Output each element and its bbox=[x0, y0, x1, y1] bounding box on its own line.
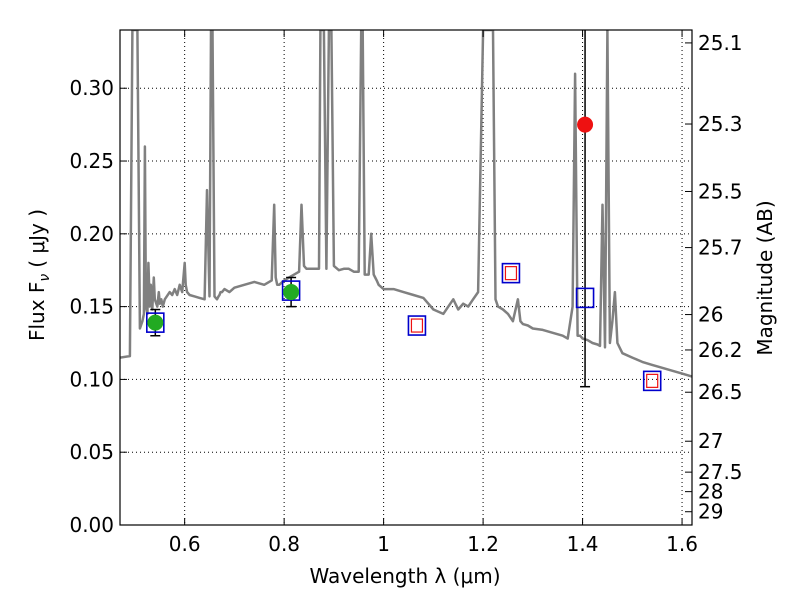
model-photometry-layer bbox=[146, 262, 662, 392]
x-tick-label: 1.2 bbox=[467, 532, 499, 556]
measured-point bbox=[147, 314, 164, 331]
model-photometry-box bbox=[642, 370, 662, 392]
y2-tick-label: 26.2 bbox=[698, 338, 743, 362]
y2-tick-label: 25.3 bbox=[698, 112, 743, 136]
y2-tick-label: 28 bbox=[698, 480, 723, 504]
axes-layer: 0.6 0.8 1 1.2 1.4 1.6 0.00 0.05 0.10 0.15 0.20 0.25… bbox=[69, 29, 743, 556]
y-tick-label: 0.00 bbox=[69, 513, 114, 537]
svg-text:Flux Fν( μJy ): Flux Fν ( μJy ) bbox=[25, 209, 53, 341]
y-tick-label: 0.25 bbox=[69, 149, 114, 173]
x-tick-label: 1 bbox=[377, 532, 390, 556]
grid-layer bbox=[120, 30, 692, 525]
spectrum-layer bbox=[120, 30, 692, 378]
y-axis-title-sub: ν bbox=[37, 274, 53, 282]
y2-tick-label: 25.1 bbox=[698, 31, 743, 55]
errorbar-layer bbox=[150, 30, 591, 388]
x-tick-label: 0.6 bbox=[169, 532, 201, 556]
y2-tick-label: 25.7 bbox=[698, 236, 743, 260]
x-axis-title: Wavelength λ (μm) bbox=[309, 564, 500, 588]
plot-frame bbox=[119, 29, 693, 526]
model-photometry-box bbox=[281, 280, 301, 301]
measured-point bbox=[577, 116, 594, 133]
model-photometry-box bbox=[575, 287, 595, 309]
y-tick-label: 0.30 bbox=[69, 76, 114, 100]
model-photometry-inner-box bbox=[410, 318, 424, 333]
y-tick-label: 0.20 bbox=[69, 222, 114, 246]
y-tick-label: 0.05 bbox=[69, 440, 114, 464]
y2-tick-label: 26.5 bbox=[698, 380, 743, 404]
spectrum-line bbox=[120, 30, 692, 378]
model-photometry-box bbox=[146, 312, 165, 333]
x-tick-label: 1.4 bbox=[567, 532, 599, 556]
y-axis-title-unit: ( μJy ) bbox=[25, 209, 49, 268]
model-photometry-box bbox=[501, 262, 521, 284]
y2-tick-label: 27 bbox=[698, 429, 723, 453]
model-photometry-inner-box bbox=[646, 373, 659, 388]
y-tick-label: 0.10 bbox=[69, 367, 114, 391]
y2-tick-label: 25.5 bbox=[698, 179, 743, 203]
y2-tick-label: 27.5 bbox=[698, 460, 743, 484]
y-tick-label: 0.15 bbox=[69, 295, 114, 319]
measured-point bbox=[283, 284, 300, 301]
measured-points-layer bbox=[147, 116, 594, 331]
y2-tick-label: 26 bbox=[698, 303, 723, 327]
model-photometry-inner-box bbox=[504, 266, 518, 281]
x-tick-label: 1.6 bbox=[666, 532, 698, 556]
model-photometry-box bbox=[407, 315, 427, 336]
y-axis-title-main: Flux F bbox=[25, 282, 49, 341]
y2-axis-title-text: Magnitude (AB) bbox=[753, 200, 777, 355]
y-axis-title: Flux Fν ( μJy ) bbox=[25, 209, 53, 341]
y2-tick-label: 29 bbox=[698, 500, 723, 524]
y2-axis-title: Magnitude (AB) bbox=[753, 200, 777, 355]
x-tick-label: 0.8 bbox=[268, 532, 300, 556]
